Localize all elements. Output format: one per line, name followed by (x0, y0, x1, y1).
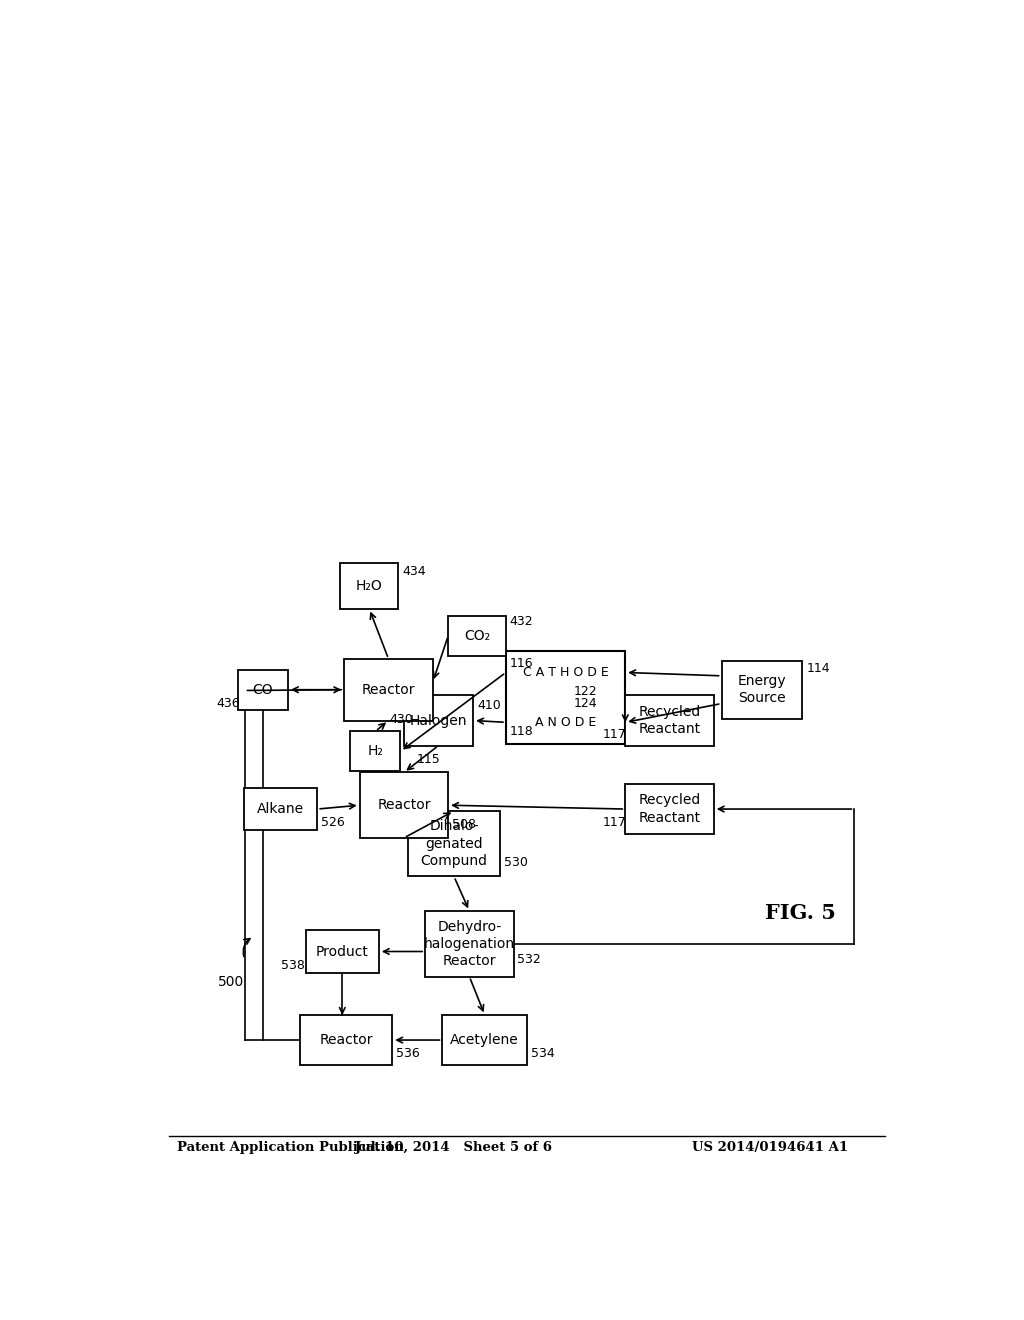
Text: 117: 117 (602, 727, 626, 741)
Text: Reactor: Reactor (361, 682, 416, 697)
Text: 500: 500 (217, 975, 244, 989)
Bar (306, 931, 379, 973)
Text: Reactor: Reactor (319, 1034, 373, 1047)
Bar (442, 1015, 527, 1065)
Text: Dehydro-
halogenation
Reactor: Dehydro- halogenation Reactor (424, 920, 515, 968)
Text: A N O D E: A N O D E (535, 715, 596, 729)
Text: 530: 530 (504, 857, 528, 870)
Text: 117: 117 (602, 816, 626, 829)
Text: Alkane: Alkane (257, 803, 304, 816)
Text: H₂O: H₂O (356, 578, 383, 593)
Text: CO: CO (253, 682, 273, 697)
Bar (722, 661, 803, 718)
Bar (403, 696, 473, 746)
Text: 434: 434 (402, 565, 426, 578)
Text: 534: 534 (531, 1047, 555, 1060)
Text: 432: 432 (510, 615, 534, 628)
Text: 122: 122 (573, 685, 597, 698)
Text: 536: 536 (396, 1047, 420, 1060)
Text: 532: 532 (517, 953, 542, 966)
Text: Dihalo-
genated
Compund: Dihalo- genated Compund (421, 820, 487, 869)
Bar (359, 772, 449, 838)
Text: Reactor: Reactor (377, 799, 431, 812)
Text: FIG. 5: FIG. 5 (765, 903, 836, 923)
Text: 430: 430 (389, 713, 413, 726)
Text: Recycled
Reactant: Recycled Reactant (638, 793, 700, 825)
Text: 538: 538 (282, 958, 305, 972)
Bar (244, 788, 317, 830)
Bar (340, 562, 398, 609)
Text: 116: 116 (510, 657, 534, 669)
Text: Acetylene: Acetylene (451, 1034, 519, 1047)
Text: CO₂: CO₂ (464, 628, 490, 643)
Text: 508: 508 (452, 818, 476, 832)
Text: Energy
Source: Energy Source (737, 675, 786, 705)
Bar (238, 669, 288, 710)
Bar (350, 731, 400, 771)
Text: 410: 410 (477, 698, 501, 711)
Bar (626, 696, 714, 746)
Bar (344, 659, 433, 721)
Text: 124: 124 (573, 697, 597, 710)
Bar (425, 911, 514, 977)
Text: 114: 114 (806, 661, 829, 675)
Bar (449, 615, 506, 656)
FancyArrowPatch shape (244, 939, 250, 957)
Text: H₂: H₂ (368, 744, 383, 758)
Text: 526: 526 (322, 816, 345, 829)
Bar (506, 651, 626, 743)
Text: Jul. 10, 2014   Sheet 5 of 6: Jul. 10, 2014 Sheet 5 of 6 (355, 1142, 553, 1155)
Text: 115: 115 (417, 752, 440, 766)
Text: 118: 118 (510, 725, 534, 738)
Text: Recycled
Reactant: Recycled Reactant (638, 705, 700, 737)
Bar (626, 784, 714, 834)
Text: Patent Application Publication: Patent Application Publication (177, 1142, 403, 1155)
Text: Halogen: Halogen (410, 714, 467, 727)
Text: US 2014/0194641 A1: US 2014/0194641 A1 (691, 1142, 848, 1155)
Text: Product: Product (315, 945, 369, 958)
Bar (300, 1015, 392, 1065)
Text: 436: 436 (216, 697, 240, 710)
Text: C A T H O D E: C A T H O D E (522, 667, 608, 678)
Bar (408, 810, 500, 876)
